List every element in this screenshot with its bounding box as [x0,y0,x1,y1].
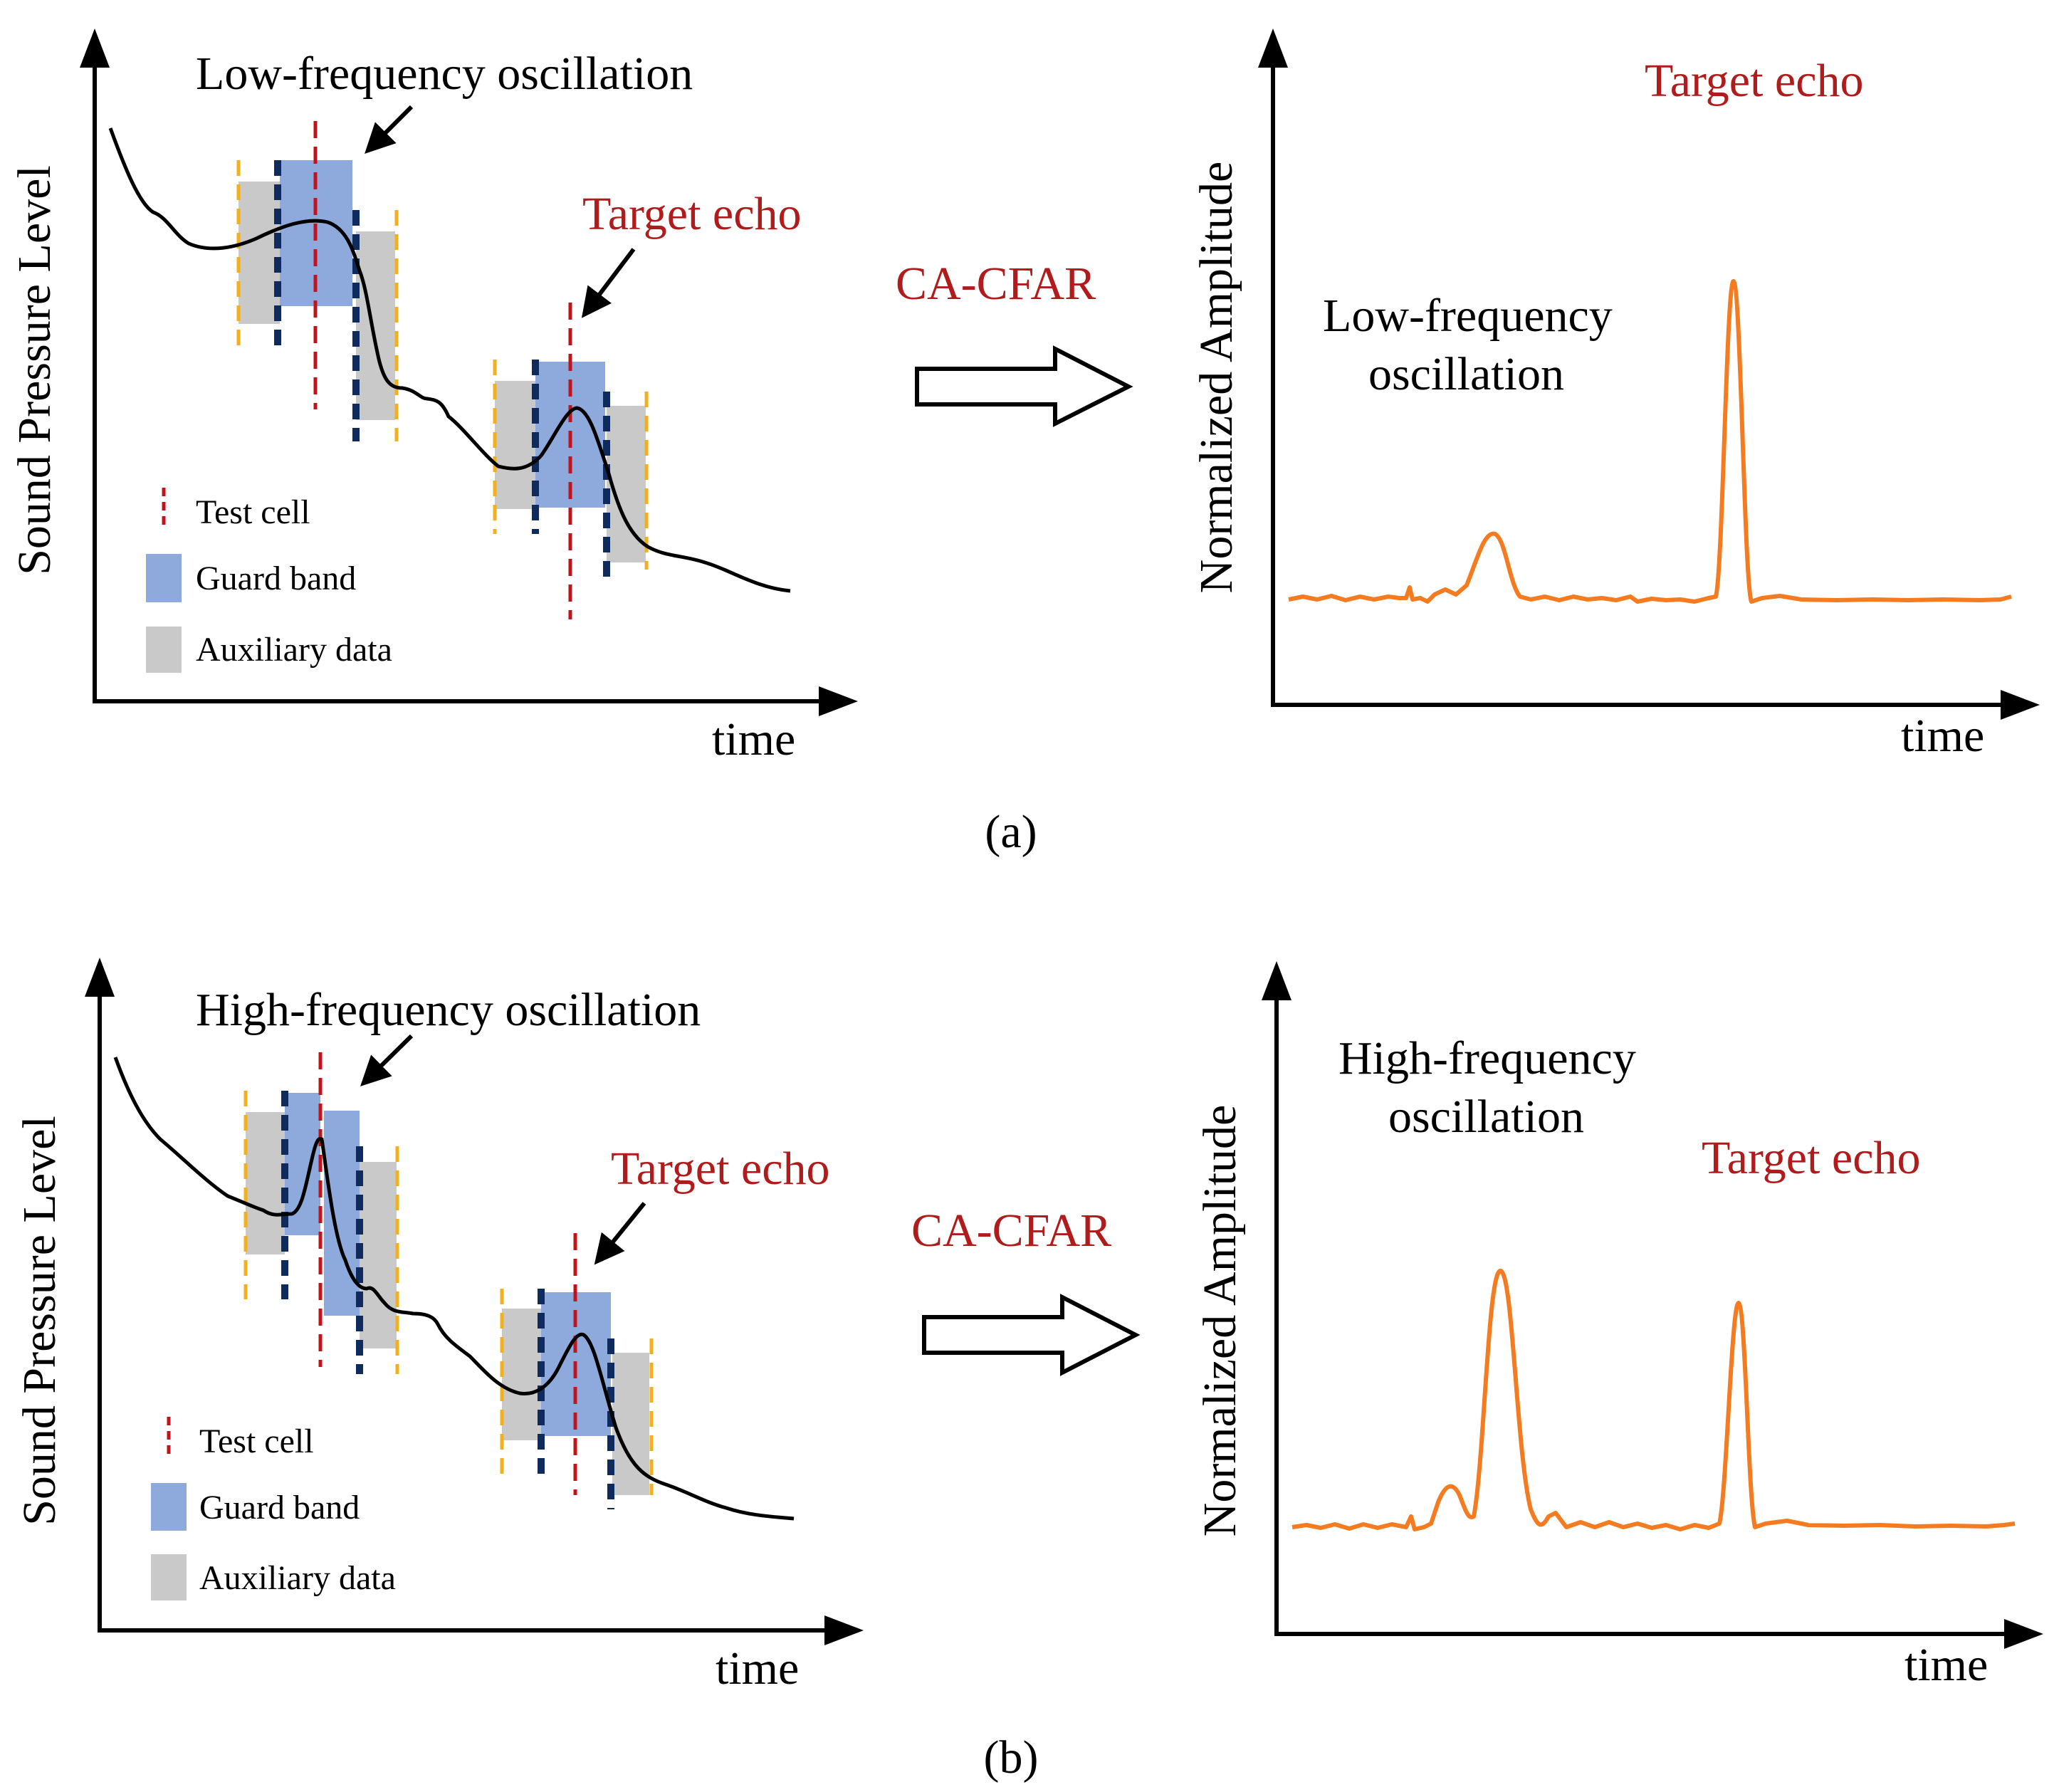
x-axis-arrow-b-out [2004,1619,2043,1649]
method-label-a: CA-CFAR [896,258,1096,310]
x-axis-label-b-in: time [716,1642,799,1694]
oscillation-annotation-a: Low-frequency oscillation [196,48,693,100]
x-axis-label-b-out: time [1904,1639,1988,1691]
y-axis-arrow-b-in [85,958,115,997]
target-echo-pointer-a-in [581,248,636,318]
input-plot-b: High-frequency oscillation Target echo T… [14,958,864,1694]
output-plot-a: Low-frequency oscillation Target echo No… [1190,28,2040,762]
legend-guard-swatch [146,554,182,602]
method-label-b: CA-CFAR [911,1205,1111,1257]
target-echo-label-a-in: Target echo [582,188,802,240]
target-echo-label-a-out: Target echo [1645,55,1864,107]
legend-aux-swatch [146,627,182,673]
legend-aux-swatch [151,1554,187,1600]
y-axis-label-b-in: Sound Pressure Level [14,1116,66,1526]
legend-a: Test cell Guard band Auxiliary data [146,488,392,673]
osc-label-a-line1: Low-frequency [1323,290,1613,342]
x-axis-arrow-a-in [819,686,858,716]
cfar-window-a-1 [236,121,399,441]
legend-aux-label: Auxiliary data [196,631,392,669]
y-axis-arrow-a-out [1258,28,1288,68]
y-axis-label-b-out: Normalized Amplitude [1194,1105,1246,1537]
oscillation-pointer-a [365,105,414,154]
caption-a: (a) [985,806,1037,858]
target-echo-pointer-b-in [594,1202,646,1265]
x-axis-arrow-a-out [2001,690,2040,720]
legend-guard-label: Guard band [199,1489,360,1526]
output-signal-curve-b [1291,1268,2016,1531]
output-plot-b: High-frequency oscillation Target echo N… [1194,961,2043,1691]
osc-label-b-line1: High-frequency [1338,1032,1636,1084]
cfar-window-b-1 [243,1052,399,1374]
aux-block [239,182,280,324]
legend-test-cell-label: Test cell [196,493,310,531]
x-axis-label-a-in: time [712,713,795,765]
aux-block [356,231,395,420]
y-axis-arrow-a-in [80,28,110,68]
cfar-window-a-2 [493,303,649,619]
output-signal-curve-a [1288,278,2012,604]
guard-block [324,1111,360,1316]
transfer-a: CA-CFAR [896,258,1133,427]
target-echo-label-b-in: Target echo [611,1143,830,1195]
legend-aux-label: Auxiliary data [199,1559,396,1597]
input-signal-curve [113,1057,795,1521]
panel-a: Low-frequency oscillation Target echo Te… [9,28,2040,858]
input-signal-curve [108,127,791,593]
transfer-arrow-a [915,345,1133,427]
transfer-arrow-b [922,1294,1141,1376]
panel-b: High-frequency oscillation Target echo T… [14,958,2043,1783]
legend-b: Test cell Guard band Auxiliary data [151,1417,396,1600]
x-axis-label-a-out: time [1901,710,1984,762]
aux-block [495,381,535,509]
osc-label-b-line2: oscillation [1388,1091,1584,1143]
oscillation-pointer-b [360,1034,414,1086]
legend-guard-label: Guard band [196,560,356,597]
aux-block [360,1162,397,1348]
legend-guard-swatch [151,1483,187,1531]
input-plot-a: Low-frequency oscillation Target echo Te… [9,28,858,765]
oscillation-annotation-b: High-frequency oscillation [196,984,701,1036]
y-axis-label-a-out: Normalized Amplitude [1190,162,1242,594]
y-axis-label-a-in: Sound Pressure Level [9,165,61,575]
legend-test-cell-label: Test cell [199,1422,314,1460]
cfar-window-b-2 [500,1233,654,1509]
aux-block [502,1309,541,1440]
aux-block [246,1112,285,1254]
x-axis-arrow-b-in [824,1615,864,1645]
transfer-b: CA-CFAR [911,1205,1141,1376]
guard-block [285,1093,320,1235]
osc-label-a-line2: oscillation [1368,348,1564,400]
target-echo-label-b-out: Target echo [1702,1132,1921,1184]
y-axis-arrow-b-out [1262,961,1291,1000]
caption-b: (b) [984,1731,1039,1783]
